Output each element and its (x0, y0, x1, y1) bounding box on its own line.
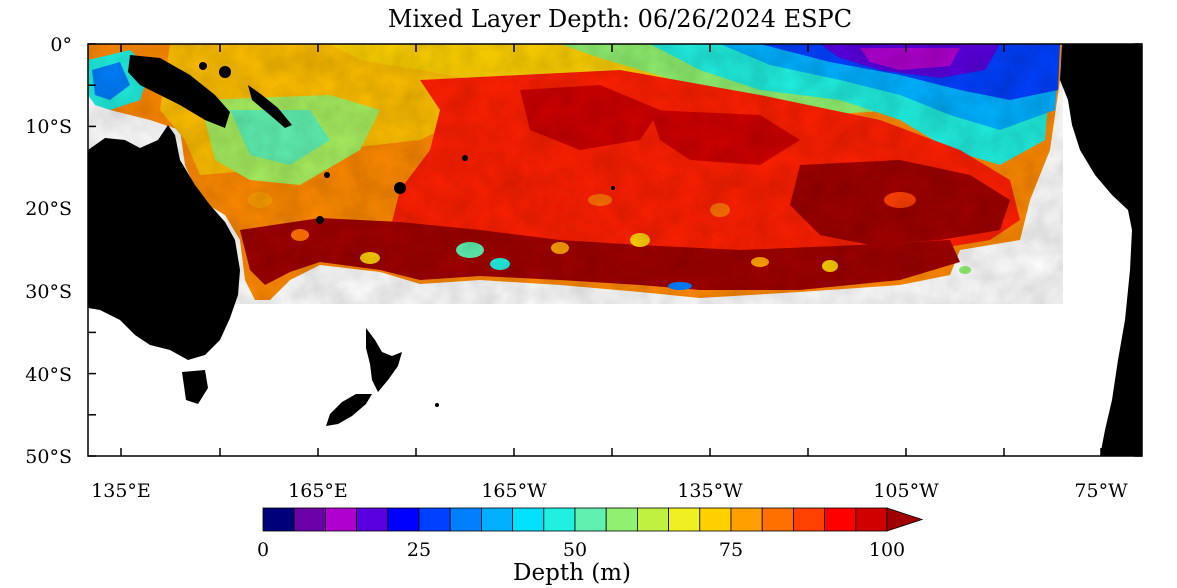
land-solomon-islands (248, 85, 292, 128)
colorbar-swatch (699, 507, 732, 532)
colorbar-swatch (761, 507, 794, 532)
colorbar-swatch (730, 507, 763, 532)
colorbar-tick-labels: 0 25 50 75 100 (257, 539, 905, 561)
lon-label: 75°W (1074, 480, 1128, 502)
lon-label: 105°W (873, 480, 939, 502)
land-new-zealand-south (326, 394, 372, 426)
land-masses (88, 44, 1142, 456)
land-new-guinea (128, 55, 230, 128)
colorbar-swatch (824, 507, 857, 532)
map-title: Mixed Layer Depth: 06/26/2024 ESPC (388, 5, 852, 33)
colorbar-tick-label: 50 (563, 539, 587, 561)
colorbar-overflow-arrow (886, 507, 924, 532)
lat-label: 10°S (25, 116, 72, 138)
colorbar-swatch (512, 507, 545, 532)
colorbar-swatch (793, 507, 826, 532)
lon-label: 135°E (91, 480, 151, 502)
colorbar-tick-label: 75 (719, 539, 743, 561)
map-plot-area (88, 44, 1142, 456)
colorbar-swatch (637, 507, 670, 532)
lon-label: 165°W (481, 480, 547, 502)
lat-label: 50°S (25, 446, 72, 468)
colorbar-tick-label: 25 (407, 539, 431, 561)
mld-field (88, 44, 1063, 304)
colorbar (262, 507, 924, 532)
colorbar-swatch (480, 507, 513, 532)
map-ticks (88, 43, 1142, 457)
colorbar-swatch (543, 507, 576, 532)
colorbar-swatch (262, 507, 295, 532)
colorbar-swatch (605, 507, 638, 532)
colorbar-swatch (387, 507, 420, 532)
lat-label: 20°S (25, 198, 72, 220)
lon-label: 165°E (288, 480, 348, 502)
colorbar-label: Depth (m) (513, 560, 631, 586)
colorbar-swatch (293, 507, 326, 532)
land-australia (88, 125, 240, 360)
land-new-zealand-north (366, 328, 402, 392)
colorbar-swatch (418, 507, 451, 532)
lat-label: 30°S (25, 281, 72, 303)
colorbar-tick-label: 0 (257, 539, 269, 561)
colorbar-swatch (574, 507, 607, 532)
longitude-labels: 135°E 165°E 165°W 135°W 105°W 75°W (91, 480, 1128, 502)
lon-label: 135°W (677, 480, 743, 502)
land-south-america (1060, 44, 1142, 456)
colorbar-swatch (356, 507, 389, 532)
lat-label: 40°S (25, 364, 72, 386)
colorbar-tick-label: 100 (869, 539, 905, 561)
colorbar-swatch (449, 507, 482, 532)
colorbar-swatch (324, 507, 357, 532)
colorbar-swatch (668, 507, 701, 532)
lat-label: 0° (50, 34, 72, 56)
latitude-labels: 0° 10°S 20°S 30°S 40°S 50°S (25, 34, 72, 468)
colorbar-swatch (855, 507, 888, 532)
land-tasmania (182, 370, 208, 404)
